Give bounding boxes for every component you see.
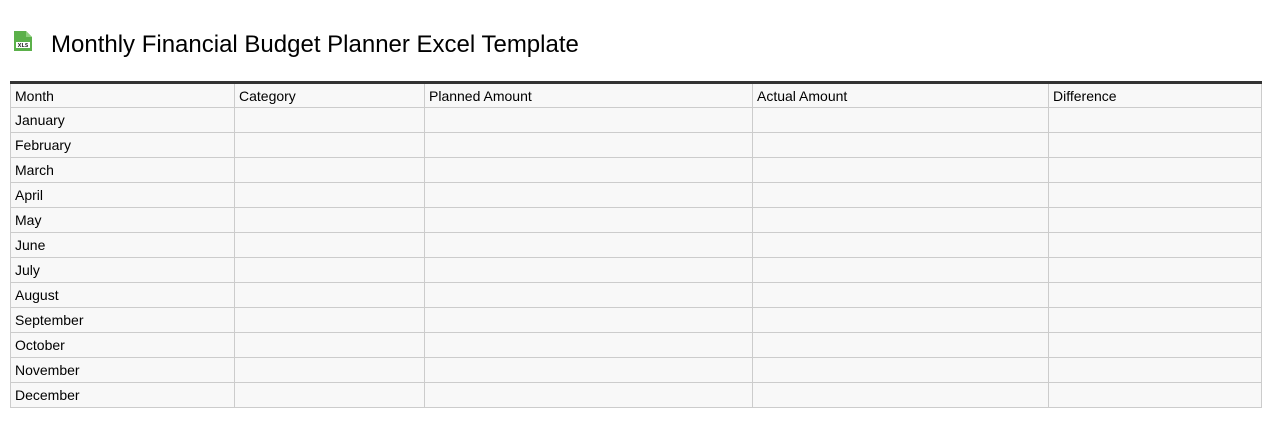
- table-cell[interactable]: Actual Amount: [752, 82, 1049, 108]
- table-cell[interactable]: [1048, 282, 1262, 308]
- table-cell[interactable]: [234, 382, 425, 408]
- table-cell[interactable]: [752, 307, 1049, 333]
- table-cell[interactable]: August: [10, 282, 235, 308]
- table-cell[interactable]: [1048, 382, 1262, 408]
- table-cell[interactable]: [424, 207, 753, 233]
- table-cell[interactable]: [424, 282, 753, 308]
- table-cell[interactable]: [752, 282, 1049, 308]
- table-cell[interactable]: September: [10, 307, 235, 333]
- table-cell[interactable]: June: [10, 232, 235, 258]
- table-cell[interactable]: [234, 282, 425, 308]
- table-row: October: [10, 332, 1262, 358]
- table-cell[interactable]: [424, 182, 753, 208]
- table-cell[interactable]: [424, 157, 753, 183]
- table-cell[interactable]: [1048, 332, 1262, 358]
- table-cell[interactable]: [424, 232, 753, 258]
- table-cell[interactable]: [424, 107, 753, 133]
- table-cell[interactable]: [424, 307, 753, 333]
- table-row: May: [10, 207, 1262, 233]
- xls-file-icon: XLS: [14, 31, 32, 51]
- table-row: November: [10, 357, 1262, 383]
- table-cell[interactable]: [234, 232, 425, 258]
- table-cell[interactable]: [752, 357, 1049, 383]
- table-cell[interactable]: [752, 182, 1049, 208]
- table-cell[interactable]: [752, 132, 1049, 158]
- page-title: Monthly Financial Budget Planner Excel T…: [51, 31, 579, 58]
- budget-table: Month Category Planned Amount Actual Amount…: [10, 81, 1262, 408]
- table-row: September: [10, 307, 1262, 333]
- table-cell[interactable]: Planned Amount: [424, 82, 753, 108]
- table-cell[interactable]: [1048, 132, 1262, 158]
- table-cell[interactable]: [234, 107, 425, 133]
- table-cell[interactable]: [752, 207, 1049, 233]
- table-cell[interactable]: [424, 332, 753, 358]
- table-cell[interactable]: March: [10, 157, 235, 183]
- table-cell[interactable]: [752, 157, 1049, 183]
- table-cell[interactable]: [752, 232, 1049, 258]
- svg-text:XLS: XLS: [18, 43, 29, 49]
- table-cell[interactable]: [234, 257, 425, 283]
- table-cell[interactable]: November: [10, 357, 235, 383]
- table-cell[interactable]: [424, 132, 753, 158]
- table-cell[interactable]: [1048, 207, 1262, 233]
- table-cell[interactable]: [1048, 157, 1262, 183]
- table-cell[interactable]: January: [10, 107, 235, 133]
- table-row: July: [10, 257, 1262, 283]
- table-cell[interactable]: [752, 257, 1049, 283]
- table-cell[interactable]: [424, 357, 753, 383]
- table-cell[interactable]: [234, 182, 425, 208]
- table-cell[interactable]: [234, 332, 425, 358]
- table-cell[interactable]: [1048, 107, 1262, 133]
- table-cell[interactable]: [752, 382, 1049, 408]
- table-cell[interactable]: [1048, 232, 1262, 258]
- table-row: February: [10, 132, 1262, 158]
- table-cell[interactable]: [1048, 257, 1262, 283]
- table-cell[interactable]: July: [10, 257, 235, 283]
- table-cell[interactable]: [752, 107, 1049, 133]
- table-cell[interactable]: Difference: [1048, 82, 1262, 108]
- table-cell[interactable]: [424, 382, 753, 408]
- table-cell[interactable]: May: [10, 207, 235, 233]
- table-cell[interactable]: [424, 257, 753, 283]
- table-row: March: [10, 157, 1262, 183]
- table-cell[interactable]: December: [10, 382, 235, 408]
- table-row: December: [10, 382, 1262, 408]
- table-cell[interactable]: [234, 207, 425, 233]
- table-header-row: Month Category Planned Amount Actual Amount…: [10, 82, 1262, 108]
- table-cell[interactable]: [1048, 182, 1262, 208]
- table-cell[interactable]: [234, 132, 425, 158]
- table-cell[interactable]: [1048, 307, 1262, 333]
- table-cell[interactable]: [234, 307, 425, 333]
- table-cell[interactable]: [1048, 357, 1262, 383]
- table-cell[interactable]: October: [10, 332, 235, 358]
- table-cell[interactable]: [234, 157, 425, 183]
- table-cell[interactable]: [234, 357, 425, 383]
- table-row: August: [10, 282, 1262, 308]
- table-cell[interactable]: [752, 332, 1049, 358]
- table-cell[interactable]: February: [10, 132, 235, 158]
- table-cell[interactable]: Month: [10, 82, 235, 108]
- table-cell[interactable]: April: [10, 182, 235, 208]
- table-row: June: [10, 232, 1262, 258]
- table-cell[interactable]: Category: [234, 82, 425, 108]
- table-row: April: [10, 182, 1262, 208]
- table-row: January: [10, 107, 1262, 133]
